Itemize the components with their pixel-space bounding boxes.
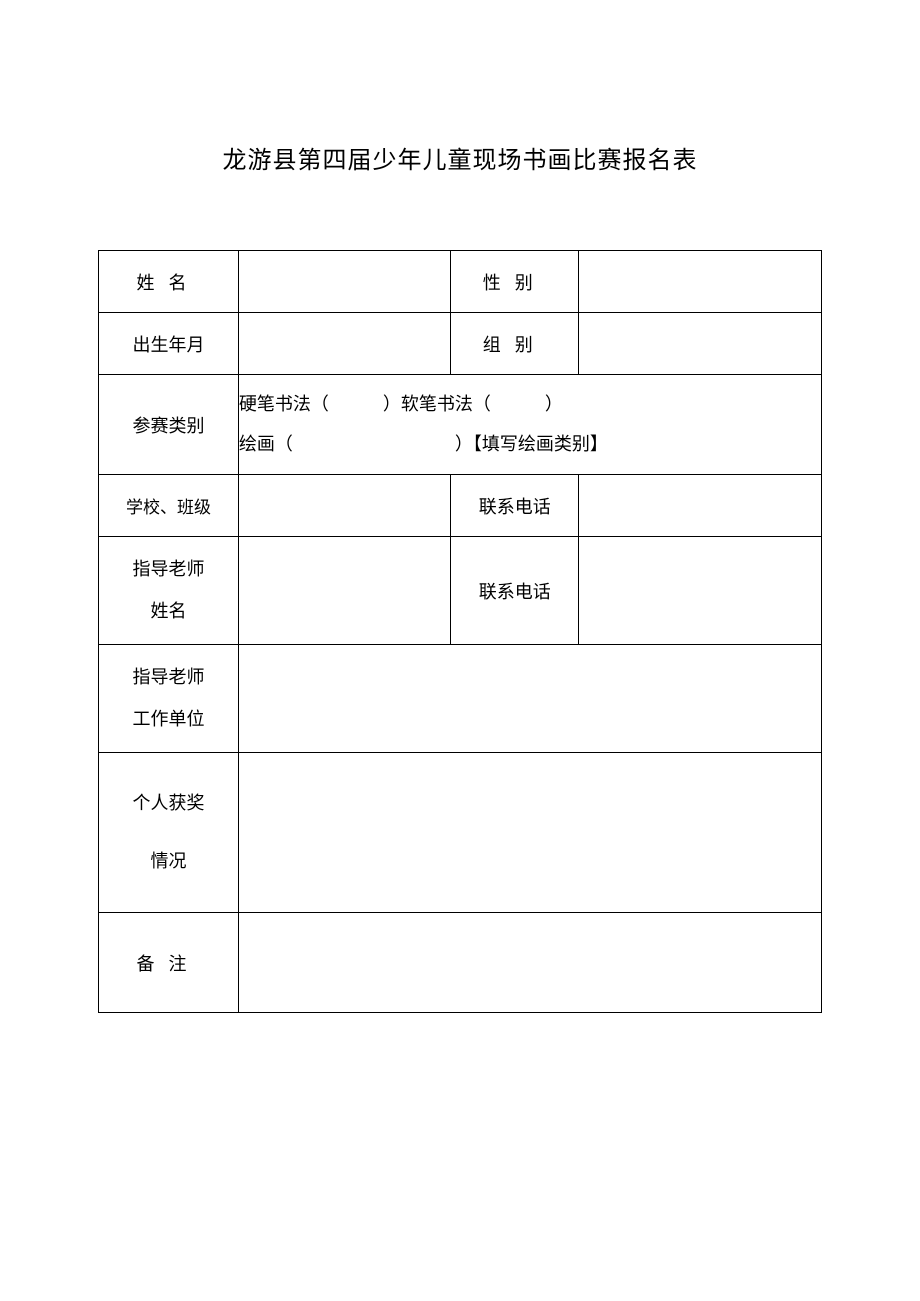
value-teacher-phone[interactable] [579, 537, 822, 645]
value-teacher-workplace[interactable] [238, 645, 821, 753]
value-school-class[interactable] [238, 475, 450, 537]
value-remarks[interactable] [238, 913, 821, 1013]
row-school-phone: 学校、班级 联系电话 [99, 475, 822, 537]
value-awards[interactable] [238, 753, 821, 913]
label-teacher-name-line1: 指导老师 [99, 549, 238, 590]
label-teacher-name: 指导老师 姓名 [99, 537, 239, 645]
row-remarks: 备注 [99, 913, 822, 1013]
label-group: 组别 [451, 313, 579, 375]
value-teacher-name[interactable] [238, 537, 450, 645]
registration-form-table: 姓名 性别 出生年月 组别 参赛类别 硬笔书法（ ）软笔书法（ ） 绘画（ ）【… [98, 250, 822, 1013]
value-birth-date[interactable] [238, 313, 450, 375]
label-contact-phone: 联系电话 [451, 475, 579, 537]
value-category[interactable]: 硬笔书法（ ）软笔书法（ ） 绘画（ ）【填写绘画类别】 [238, 375, 821, 475]
label-gender: 性别 [451, 251, 579, 313]
label-birth-date: 出生年月 [99, 313, 239, 375]
label-category: 参赛类别 [99, 375, 239, 475]
label-teacher-name-line2: 姓名 [99, 591, 238, 632]
label-teacher-workplace: 指导老师 工作单位 [99, 645, 239, 753]
value-group[interactable] [579, 313, 822, 375]
page-container: 龙游县第四届少年儿童现场书画比赛报名表 姓名 性别 出生年月 组别 参赛类别 硬… [0, 0, 920, 1013]
label-awards-line2: 情况 [99, 833, 238, 891]
label-teacher-phone: 联系电话 [451, 537, 579, 645]
row-awards: 个人获奖 情况 [99, 753, 822, 913]
document-title: 龙游县第四届少年儿童现场书画比赛报名表 [98, 140, 822, 175]
row-category: 参赛类别 硬笔书法（ ）软笔书法（ ） 绘画（ ）【填写绘画类别】 [99, 375, 822, 475]
value-name[interactable] [238, 251, 450, 313]
category-hard-pen: 硬笔书法（ ） [239, 394, 401, 414]
label-name: 姓名 [99, 251, 239, 313]
category-painting: 绘画（ ）【填写绘画类别】 [239, 434, 608, 454]
label-awards: 个人获奖 情况 [99, 753, 239, 913]
label-teacher-workplace-line2: 工作单位 [99, 699, 238, 740]
row-teacher-workplace: 指导老师 工作单位 [99, 645, 822, 753]
value-contact-phone[interactable] [579, 475, 822, 537]
label-teacher-workplace-line1: 指导老师 [99, 657, 238, 698]
row-birth-group: 出生年月 组别 [99, 313, 822, 375]
label-awards-line1: 个人获奖 [99, 775, 238, 833]
label-remarks: 备注 [99, 913, 239, 1013]
row-name-gender: 姓名 性别 [99, 251, 822, 313]
value-gender[interactable] [579, 251, 822, 313]
row-teacher-name-phone: 指导老师 姓名 联系电话 [99, 537, 822, 645]
category-soft-pen: 软笔书法（ ） [401, 394, 563, 414]
label-school-class: 学校、班级 [99, 475, 239, 537]
